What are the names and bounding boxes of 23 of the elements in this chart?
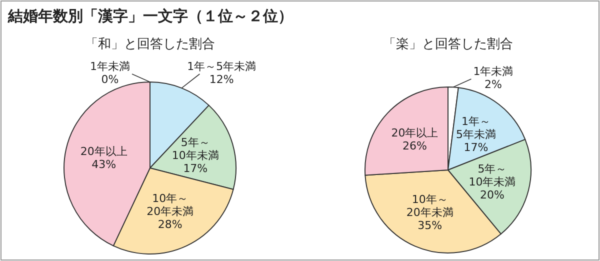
slice-label: 1年～5年未満 xyxy=(456,114,496,141)
slice-label: 5年～10年未満 xyxy=(172,136,219,162)
slice-label: 5年～10年未満 xyxy=(468,162,516,188)
data-label: 20% xyxy=(480,188,504,202)
slice-label: 1年未満 xyxy=(473,65,514,78)
data-label: 17% xyxy=(464,140,488,154)
data-label: 2% xyxy=(484,78,502,91)
data-label: 43% xyxy=(92,158,116,172)
slice-label: 1年～5年未満 xyxy=(187,60,256,73)
data-label: 12% xyxy=(209,73,234,86)
slice-label: 20年以上 xyxy=(391,126,438,140)
data-label: 35% xyxy=(418,218,442,232)
text: 0% xyxy=(101,73,119,86)
chart-subtitle: 「楽」と回答した割合 xyxy=(383,37,513,52)
data-label: 28% xyxy=(158,218,182,231)
category-label: 1年未満 xyxy=(90,60,130,73)
slice-label: 10年～20年未満 xyxy=(146,192,194,218)
data-label: 17% xyxy=(183,162,208,175)
chart-subtitle: 「和」と回答した割合 xyxy=(85,37,215,52)
slice-label: 20年以上 xyxy=(80,145,128,158)
slice-label: 10年～20年未満 xyxy=(406,192,454,219)
chart-title: 結婚年数別「漢字」一文字（１位～２位） xyxy=(7,7,293,25)
data-label: 26% xyxy=(402,139,427,152)
